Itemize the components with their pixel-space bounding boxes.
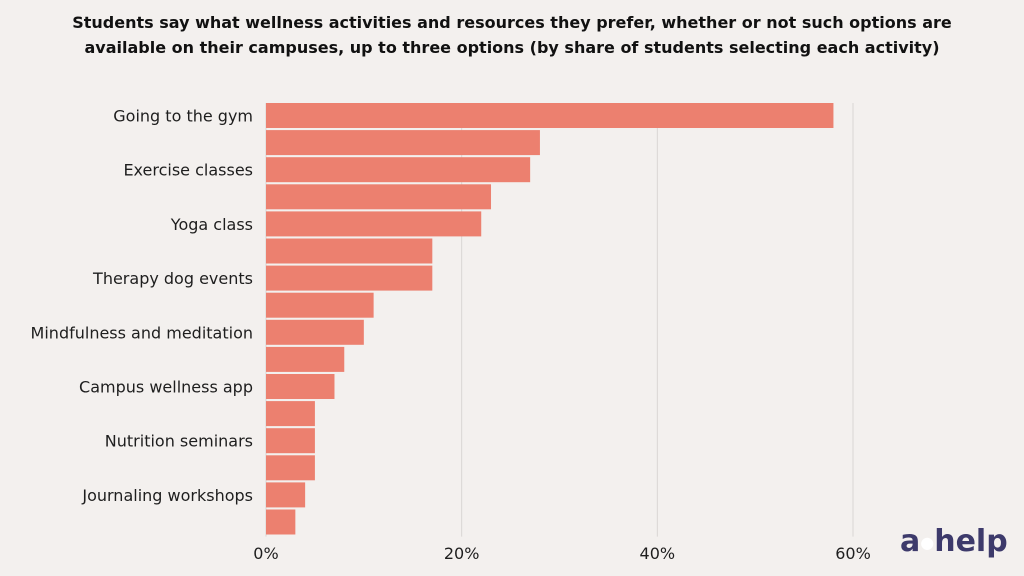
bar-1 — [266, 130, 540, 156]
bar-11 — [266, 401, 315, 427]
ahelp-logo: a●help — [900, 524, 1008, 559]
category-labels: Going to the gym Exercise classes Yoga cla… — [31, 107, 253, 505]
x-tick-label-20: 20% — [444, 544, 480, 563]
bar-14 — [266, 482, 306, 508]
category-label-14: Journaling workshops — [81, 486, 253, 505]
bar-8 — [266, 319, 364, 345]
category-label-10: Campus wellness app — [79, 378, 253, 397]
bar-7 — [266, 292, 374, 318]
category-label-12: Nutrition seminars — [105, 432, 253, 451]
x-tick-label-40: 40% — [640, 544, 676, 563]
category-label-2: Exercise classes — [123, 161, 253, 180]
bar-2 — [266, 157, 531, 183]
category-label-6: Therapy dog events — [92, 269, 253, 288]
logo-letter-a: a — [900, 524, 921, 559]
bar-15 — [266, 509, 296, 535]
chart-title-line-2: available on their campuses, up to three… — [84, 38, 940, 57]
bar-9 — [266, 346, 345, 372]
bar-10 — [266, 374, 335, 399]
bar-3 — [266, 184, 492, 210]
x-tick-label-60: 60% — [835, 544, 871, 563]
bar-4 — [266, 211, 482, 237]
category-label-0: Going to the gym — [113, 107, 253, 126]
chart-title-line-1: Students say what wellness activities an… — [72, 13, 952, 32]
bar-0 — [266, 103, 834, 128]
category-label-4: Yoga class — [170, 215, 253, 234]
x-axis-ticks: 0% 20% 40% 60% — [253, 544, 870, 563]
logo-word-help: help — [934, 524, 1008, 559]
chart-title: Students say what wellness activities an… — [40, 10, 984, 60]
bars — [266, 103, 834, 535]
bar-12 — [266, 428, 315, 454]
bar-5 — [266, 238, 433, 264]
logo-dot-icon: ● — [920, 533, 935, 552]
category-label-8: Mindfulness and meditation — [31, 323, 253, 342]
x-tick-label-0: 0% — [253, 544, 278, 563]
bar-6 — [266, 265, 433, 291]
bar-13 — [266, 455, 315, 481]
